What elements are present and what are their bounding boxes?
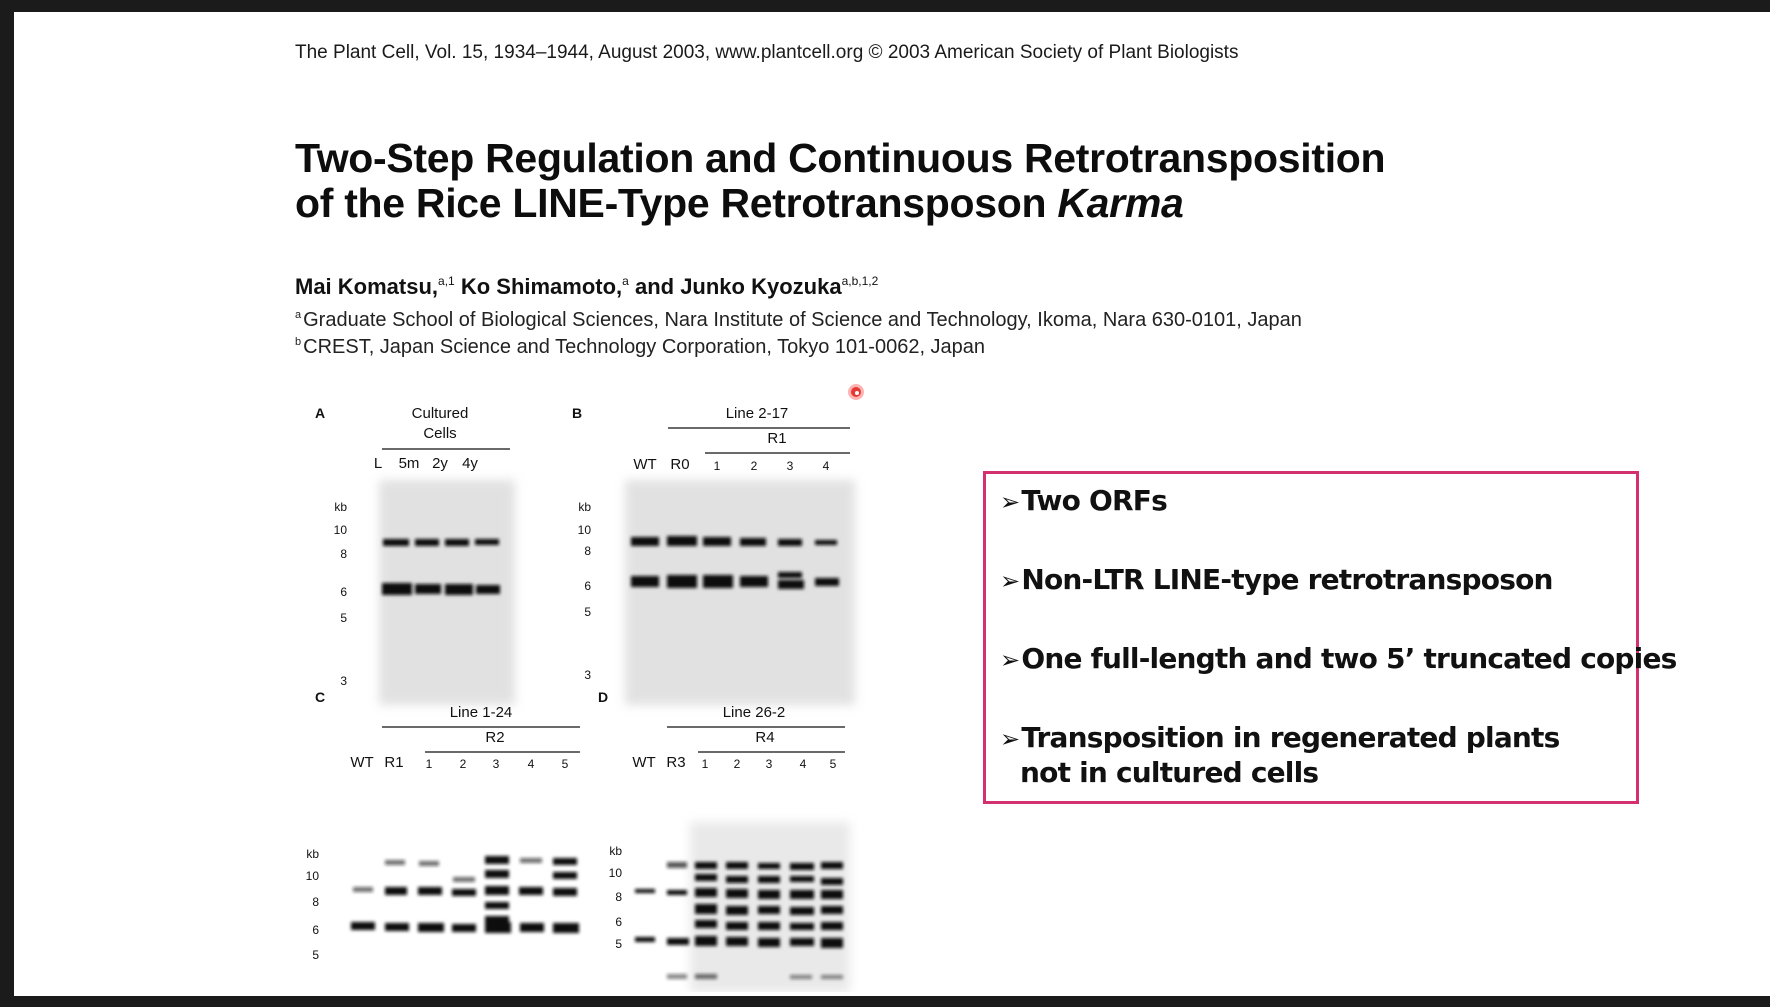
marker-label: 5 — [312, 948, 319, 962]
bullet-text: Two ORFs — [1021, 484, 1167, 517]
summary-bullet: ➢One full-length and two 5’ truncated co… — [1000, 642, 1677, 675]
affiliation-b: b CREST, Japan Science and Technology Cor… — [295, 336, 985, 359]
marker-label: 10 — [334, 523, 348, 537]
marker-label: 5 — [615, 937, 622, 951]
marker-label: 6 — [584, 579, 591, 593]
summary-box: ➢Two ORFs ➢Non-LTR LINE-type retrotransp… — [983, 471, 1677, 804]
panel-d-header: Line 26-2 — [723, 704, 786, 721]
affiliation-text: CREST, Japan Science and Technology Corp… — [303, 336, 986, 358]
lane-label: L — [374, 455, 382, 472]
lane-label: R0 — [670, 456, 689, 473]
marker-label: 5 — [584, 605, 591, 619]
southern-blot-figure: A Cultured Cells L 5m 2y 4y kb 10 8 6 5 … — [306, 405, 855, 992]
lane-label: 5m — [399, 455, 420, 472]
affiliation-mark: b — [295, 336, 302, 348]
lane-label: 4y — [462, 455, 478, 472]
summary-bullet: ➢Two ORFs — [1000, 484, 1168, 517]
marker-label: 8 — [615, 890, 622, 904]
lane-label: 4 — [800, 757, 807, 771]
marker-label: kb — [334, 500, 347, 514]
author-name: and Junko Kyozuka — [628, 274, 842, 299]
paper-title: Two-Step Regulation and Continuous Retro… — [295, 135, 1386, 226]
author-affiliation-mark: a,b,1,2 — [841, 274, 879, 288]
panel-d-subheader: R4 — [755, 729, 774, 746]
laser-pointer-icon — [848, 384, 864, 400]
lane-label: 2y — [432, 455, 448, 472]
marker-label: 10 — [609, 866, 623, 880]
summary-bullet: ➢Non-LTR LINE-type retrotransposon — [1000, 563, 1553, 596]
marker-label: 3 — [584, 668, 591, 682]
panel-d-label: D — [598, 689, 608, 705]
marker-label: 6 — [615, 915, 622, 929]
lane-label: 2 — [751, 459, 758, 473]
panel-c-subheader: R2 — [485, 729, 504, 746]
title-line-1: Two-Step Regulation and Continuous Retro… — [295, 135, 1386, 181]
title-line-2-text: of the Rice LINE-Type Retrotransposon — [295, 180, 1058, 226]
author-affiliation-mark: a,1 — [438, 274, 455, 288]
affiliation-a: a Graduate School of Biological Sciences,… — [295, 309, 1302, 332]
marker-label: 8 — [312, 895, 319, 909]
summary-bullet: ➢Transposition in regenerated plants not … — [1000, 721, 1560, 789]
bullet-text: Transposition in regenerated plants — [1021, 721, 1560, 754]
marker-label: kb — [306, 847, 319, 861]
bullet-text: One full-length and two 5’ truncated cop… — [1021, 642, 1677, 675]
lane-label: 4 — [528, 757, 535, 771]
marker-label: 10 — [578, 523, 592, 537]
lane-label: WT — [350, 754, 373, 771]
marker-label: 10 — [306, 869, 320, 883]
affiliation-text: Graduate School of Biological Sciences, … — [303, 309, 1302, 331]
slide: The Plant Cell, Vol. 15, 1934–1944, Augu… — [14, 12, 1770, 996]
lane-label: R1 — [384, 754, 403, 771]
affiliation-mark: a — [295, 309, 302, 321]
blot-background — [625, 480, 855, 705]
author-list: Mai Komatsu,a,1 Ko Shimamoto,a and Junko… — [295, 274, 878, 300]
marker-label: 5 — [340, 611, 347, 625]
marker-label: 8 — [584, 544, 591, 558]
lane-label: 3 — [787, 459, 794, 473]
marker-label: 3 — [340, 674, 347, 688]
lane-label: WT — [633, 456, 656, 473]
author-name: Mai Komatsu, — [295, 274, 439, 299]
arrowhead-bullet-icon: ➢ — [1000, 646, 1020, 674]
author-affiliation-mark: a — [622, 274, 629, 288]
panel-a-header: Cultured — [412, 405, 469, 422]
marker-label: kb — [609, 844, 622, 858]
lane-label: 1 — [426, 757, 433, 771]
panel-b-label: B — [572, 405, 582, 421]
bullet-text: Non-LTR LINE-type retrotransposon — [1021, 563, 1553, 596]
lane-label: 5 — [562, 757, 569, 771]
lane-label: WT — [632, 754, 655, 771]
marker-label: 6 — [312, 923, 319, 937]
author-name: Ko Shimamoto, — [454, 274, 623, 299]
lane-label: 5 — [830, 757, 837, 771]
panel-b-header: Line 2-17 — [726, 405, 789, 422]
lane-label: R3 — [666, 754, 685, 771]
panel-a-label: A — [315, 405, 325, 421]
arrowhead-bullet-icon: ➢ — [1000, 488, 1020, 516]
arrowhead-bullet-icon: ➢ — [1000, 567, 1020, 595]
lane-label: 4 — [823, 459, 830, 473]
title-italic-word: Karma — [1057, 180, 1184, 226]
lane-label: 2 — [734, 757, 741, 771]
marker-label: 8 — [340, 547, 347, 561]
marker-label: kb — [578, 500, 591, 514]
arrowhead-bullet-icon: ➢ — [1000, 725, 1020, 753]
title-line-2: of the Rice LINE-Type Retrotransposon Ka… — [295, 181, 1385, 226]
lane-label: 3 — [493, 757, 500, 771]
bullet-text-continuation: not in cultured cells — [1020, 756, 1319, 789]
journal-citation: The Plant Cell, Vol. 15, 1934–1944, Augu… — [295, 42, 1239, 63]
lane-label: 2 — [460, 757, 467, 771]
panel-c-header: Line 1-24 — [450, 704, 513, 721]
lane-label: 1 — [702, 757, 709, 771]
panel-b-subheader: R1 — [767, 430, 786, 447]
marker-label: 6 — [340, 585, 347, 599]
lane-label: 1 — [714, 459, 721, 473]
panel-a-subheader: Cells — [423, 425, 456, 442]
lane-label: 3 — [766, 757, 773, 771]
panel-c-label: C — [315, 689, 325, 705]
